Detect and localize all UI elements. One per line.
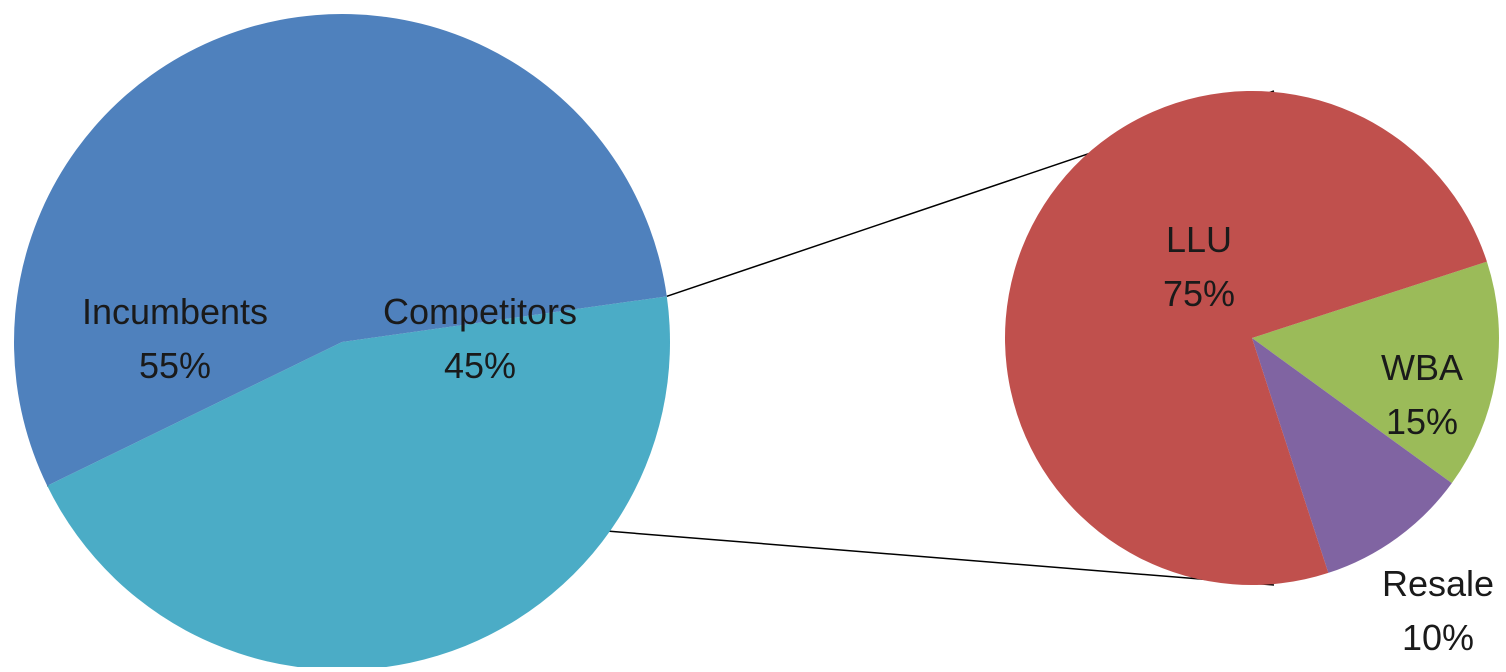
label-competitors-value: 45%: [444, 345, 516, 386]
label-incumbents-name: Incumbents: [82, 291, 268, 332]
data-labels: Incumbents 55% Competitors 45% LLU 75% WBA 15% R…: [82, 219, 1494, 658]
label-wba-name: WBA: [1381, 347, 1463, 388]
slice-llu: [1005, 90, 1487, 585]
label-resale-value: 10%: [1402, 617, 1474, 658]
label-llu-value: 75%: [1163, 273, 1235, 314]
label-resale-name: Resale: [1382, 563, 1494, 604]
label-incumbents-value: 55%: [139, 345, 211, 386]
slice-resale: [1252, 338, 1452, 573]
slice-competitors: [47, 296, 671, 670]
label-llu-name: LLU: [1166, 219, 1232, 260]
slice-wba: [1252, 261, 1500, 484]
label-competitors-name: Competitors: [383, 291, 577, 332]
breakdown-pie: [1005, 90, 1500, 585]
slice-incumbents: [14, 13, 667, 486]
main-pie: [14, 13, 671, 670]
label-wba-value: 15%: [1386, 401, 1458, 442]
